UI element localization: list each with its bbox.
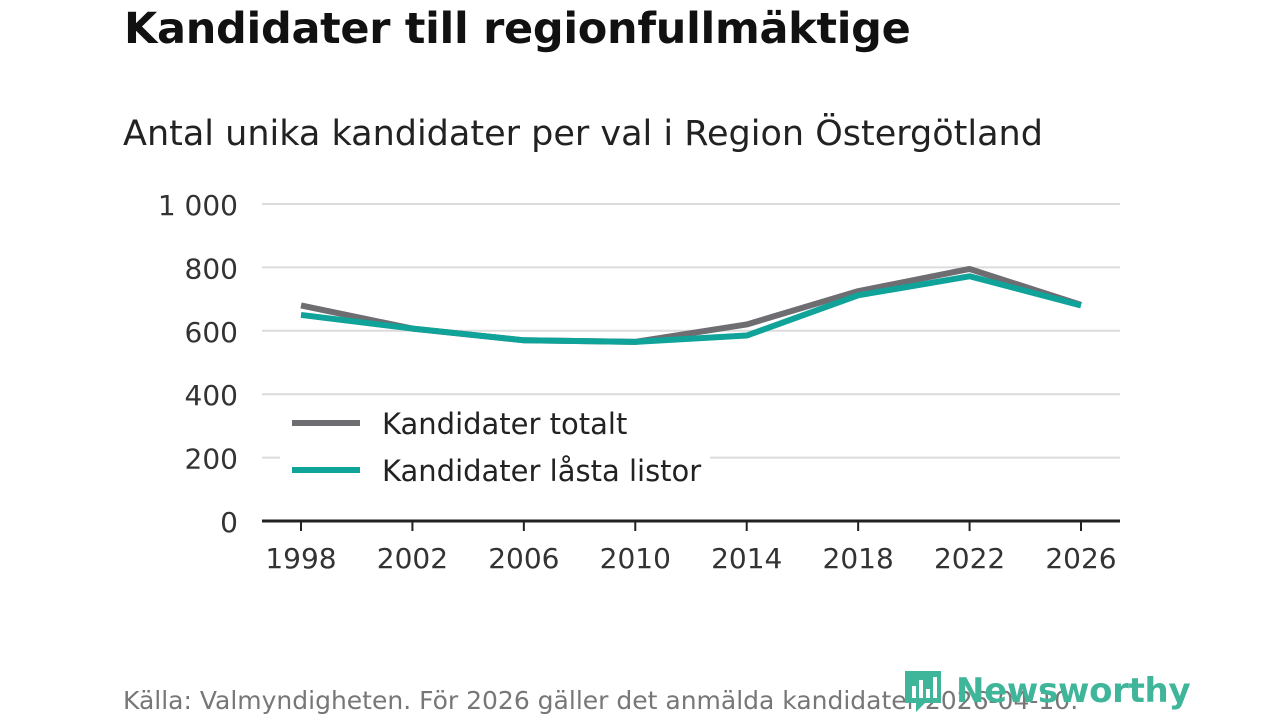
- data-point: [523, 340, 524, 341]
- legend-background: [280, 398, 710, 496]
- y-tick-label: 200: [185, 443, 238, 476]
- x-tick-label: 2010: [600, 542, 671, 575]
- x-tick-label: 2006: [488, 542, 559, 575]
- data-point: [635, 341, 636, 342]
- x-tick-label: 1998: [265, 542, 336, 575]
- y-tick-label: 600: [185, 316, 238, 349]
- data-point: [412, 328, 413, 329]
- x-tick-label: 2018: [823, 542, 894, 575]
- legend-label-1: Kandidater totalt: [382, 407, 627, 441]
- y-tick-label: 0: [220, 506, 238, 539]
- bar-chart-icon: [905, 671, 941, 712]
- x-tick-label: 2022: [934, 542, 1005, 575]
- data-point: [1081, 305, 1082, 306]
- y-tick-label: 800: [185, 252, 238, 285]
- data-point: [301, 314, 302, 315]
- chart-subtitle: Antal unika kandidater per val i Region …: [123, 114, 1043, 154]
- brand-name: Newsworthy: [956, 671, 1191, 711]
- data-point: [746, 324, 747, 325]
- x-tick-label: 2002: [377, 542, 448, 575]
- y-tick-label: 1 000: [158, 189, 238, 222]
- brand-logo: Newsworthy: [902, 668, 1191, 714]
- y-tick-label: 400: [185, 379, 238, 412]
- chart-title: Kandidater till regionfullmäktige: [124, 4, 911, 54]
- x-tick-label: 2014: [711, 542, 782, 575]
- data-point: [858, 295, 859, 296]
- x-tick-label: 2026: [1045, 542, 1116, 575]
- data-point: [746, 335, 747, 336]
- series-line-2: [300, 273, 1082, 345]
- data-point: [969, 268, 970, 269]
- data-point: [301, 305, 302, 306]
- legend-label-2: Kandidater låsta listor: [382, 454, 701, 488]
- data-point: [858, 291, 859, 292]
- data-point: [969, 276, 970, 277]
